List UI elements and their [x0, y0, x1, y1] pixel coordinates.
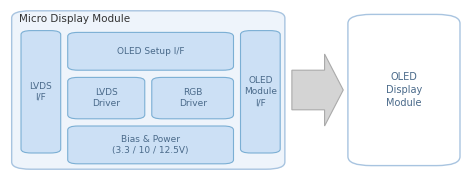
- FancyBboxPatch shape: [21, 31, 61, 153]
- Text: LVDS
I/F: LVDS I/F: [29, 82, 52, 102]
- Text: LVDS
Driver: LVDS Driver: [92, 88, 120, 108]
- FancyBboxPatch shape: [68, 77, 145, 119]
- FancyBboxPatch shape: [12, 11, 285, 169]
- Polygon shape: [292, 54, 343, 126]
- Text: RGB
Driver: RGB Driver: [179, 88, 206, 108]
- Text: Bias & Power
(3.3 / 10 / 12.5V): Bias & Power (3.3 / 10 / 12.5V): [113, 135, 189, 155]
- Text: OLED Setup I/F: OLED Setup I/F: [117, 47, 184, 56]
- FancyBboxPatch shape: [152, 77, 234, 119]
- Text: OLED
Display
Module: OLED Display Module: [386, 72, 422, 108]
- Text: Micro Display Module: Micro Display Module: [19, 14, 130, 24]
- FancyBboxPatch shape: [68, 32, 234, 70]
- Text: OLED
Module
I/F: OLED Module I/F: [244, 76, 277, 107]
- FancyBboxPatch shape: [348, 14, 460, 166]
- FancyBboxPatch shape: [241, 31, 280, 153]
- FancyBboxPatch shape: [68, 126, 234, 164]
